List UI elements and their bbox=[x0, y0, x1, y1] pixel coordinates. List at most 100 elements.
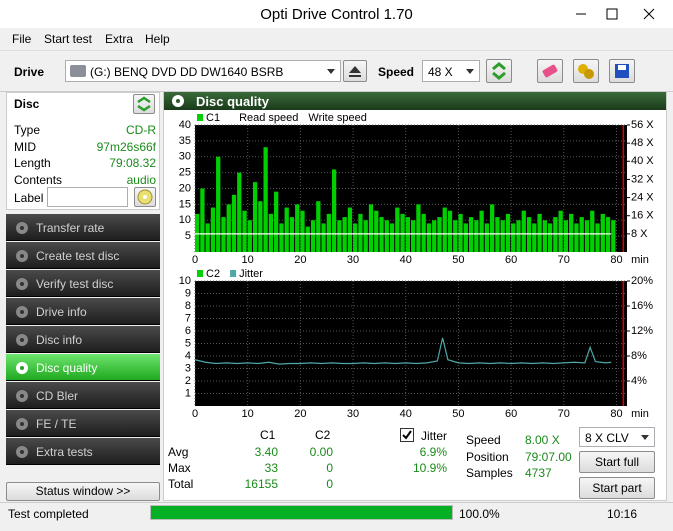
sidebar-button[interactable]: Create test disc bbox=[6, 242, 160, 269]
bar bbox=[316, 201, 321, 252]
sidebar-button[interactable]: Disc quality bbox=[6, 354, 160, 381]
y2-tick-label: 16% bbox=[631, 300, 653, 312]
legend-label: Jitter bbox=[239, 268, 263, 280]
save-button[interactable] bbox=[609, 59, 635, 83]
bar bbox=[421, 213, 426, 252]
y2-tick-label: 8 X bbox=[631, 228, 648, 240]
menu-item[interactable]: Start test bbox=[44, 32, 93, 46]
x-tick-label: 70 bbox=[558, 254, 570, 266]
disc-field-value: CD-R bbox=[126, 123, 156, 137]
bar bbox=[468, 217, 474, 252]
menu-item[interactable]: Extra bbox=[105, 32, 134, 46]
title-bar bbox=[0, 0, 673, 28]
menu-item[interactable]: Help bbox=[145, 32, 170, 46]
legend-swatch bbox=[197, 114, 203, 121]
legend-swatch bbox=[197, 270, 203, 277]
bar bbox=[326, 213, 331, 252]
bar bbox=[526, 217, 532, 252]
sidebar-button[interactable]: Extra tests bbox=[6, 438, 160, 465]
bar bbox=[337, 220, 342, 252]
menu-item[interactable]: File bbox=[12, 32, 32, 46]
y2-tick-label: 32 X bbox=[631, 173, 654, 185]
x-tick-label: 80 bbox=[610, 408, 622, 420]
sidebar-button[interactable]: Verify test disc bbox=[6, 270, 160, 297]
y2-tick-label: 56 X bbox=[631, 119, 654, 131]
sidebar-button[interactable]: CD Bler bbox=[6, 382, 160, 409]
bar bbox=[521, 210, 526, 252]
action-button[interactable]: Start part bbox=[579, 477, 655, 499]
info-label: Samples bbox=[466, 466, 513, 480]
bar bbox=[484, 223, 490, 252]
bar bbox=[353, 223, 358, 252]
mode-value: 8 X CLV bbox=[585, 431, 629, 445]
sidebar-button[interactable]: FE / TE bbox=[6, 410, 160, 437]
info-value: 79:07.00 bbox=[525, 449, 572, 464]
bar bbox=[590, 210, 595, 252]
bar bbox=[231, 194, 237, 252]
bar bbox=[542, 220, 547, 252]
bar bbox=[216, 156, 221, 252]
status-window-button[interactable]: Status window >> bbox=[6, 482, 160, 501]
bar bbox=[274, 191, 279, 252]
action-button[interactable]: Start full bbox=[579, 451, 655, 473]
legend-label: Write speed bbox=[308, 112, 367, 124]
bar bbox=[221, 217, 226, 252]
bar bbox=[205, 223, 210, 252]
stats-row-label: Max bbox=[168, 461, 191, 475]
label-caption: Label bbox=[14, 191, 44, 205]
label-input[interactable] bbox=[47, 187, 128, 207]
label-button[interactable] bbox=[134, 187, 156, 207]
bar bbox=[305, 226, 310, 252]
bar bbox=[490, 204, 495, 252]
disc-field-value: 79:08.32 bbox=[109, 156, 156, 170]
jitter-checkbox[interactable] bbox=[400, 428, 414, 442]
y-tick-label: 7 bbox=[185, 312, 191, 324]
stats-value: 0 bbox=[326, 461, 333, 475]
disc-field-value: audio bbox=[126, 172, 156, 187]
sidebar-button[interactable]: Transfer rate bbox=[6, 214, 160, 241]
sidebar-button[interactable]: Disc info bbox=[6, 326, 160, 353]
bar bbox=[463, 223, 468, 252]
bar bbox=[547, 223, 553, 252]
stats-value: 33 bbox=[264, 461, 278, 475]
x-tick-label: 30 bbox=[347, 408, 359, 420]
disc-field-label: MID bbox=[14, 139, 36, 154]
bar bbox=[605, 217, 611, 252]
bar bbox=[295, 204, 300, 252]
sidebar-label: Verify test disc bbox=[36, 277, 114, 291]
legend-label: C1 bbox=[206, 112, 220, 124]
bar bbox=[384, 220, 389, 252]
y2-tick-label: 12% bbox=[631, 325, 653, 337]
x-tick-label: 60 bbox=[505, 408, 517, 420]
bar bbox=[252, 182, 258, 252]
stats-value: 16155 bbox=[244, 477, 278, 491]
sidebar-label: Disc quality bbox=[36, 361, 98, 375]
settings-button[interactable] bbox=[573, 59, 599, 83]
window-controls[interactable] bbox=[570, 4, 670, 24]
bar bbox=[347, 207, 353, 252]
drive-value: (G:) BENQ DVD DD DW1640 BSRB bbox=[90, 65, 284, 79]
y2-tick-label: 48 X bbox=[631, 137, 654, 149]
disc-refresh[interactable] bbox=[133, 94, 155, 114]
mode-select[interactable]: 8 X CLV bbox=[579, 427, 655, 447]
bar bbox=[495, 217, 500, 252]
info-value: 8.00 X bbox=[525, 433, 560, 447]
drive-select[interactable]: (G:) BENQ DVD DD DW1640 BSRB bbox=[65, 60, 341, 82]
refresh-button[interactable] bbox=[486, 59, 512, 83]
sidebar-button[interactable]: Drive info bbox=[6, 298, 160, 325]
panel-header bbox=[164, 92, 666, 110]
x-axis-label: min bbox=[631, 254, 649, 266]
eject-button[interactable] bbox=[343, 60, 367, 82]
info-label: Speed bbox=[466, 433, 501, 447]
erase-button[interactable] bbox=[537, 59, 563, 83]
bar bbox=[237, 172, 242, 252]
y-tick-label: 15 bbox=[179, 198, 191, 210]
stats-value: 0 bbox=[326, 477, 333, 491]
y2-tick-label: 20% bbox=[631, 275, 653, 287]
status-time: 10:16 bbox=[607, 507, 638, 521]
bar bbox=[226, 204, 231, 252]
speed-select[interactable]: 48 X bbox=[422, 60, 480, 82]
bar bbox=[321, 223, 326, 252]
sidebar-label: Disc info bbox=[36, 333, 83, 347]
